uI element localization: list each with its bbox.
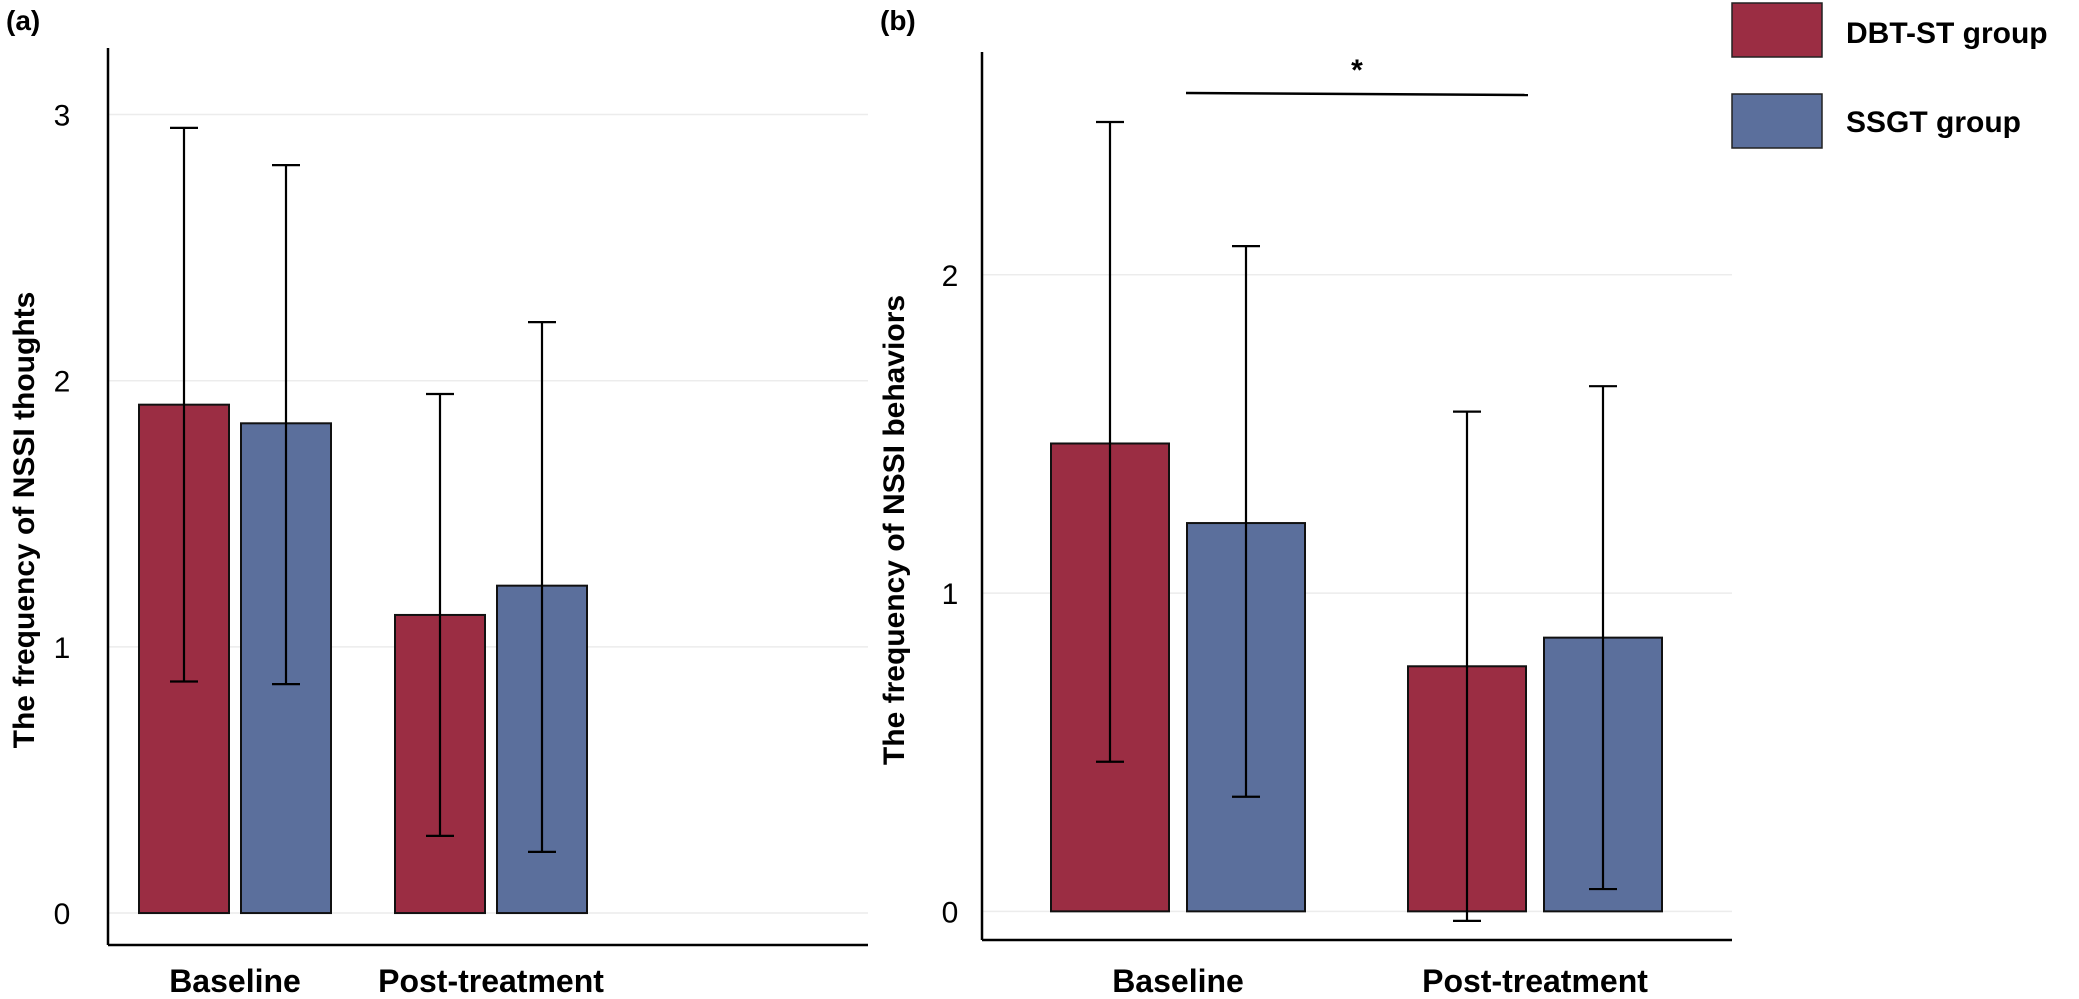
x-category-label-a: Post-treatment [378,963,604,999]
legend-swatch-dbt-st [1731,2,1823,58]
legend-label-ssgt: SSGT group [1846,106,2021,139]
y-tick-label: 0 [54,898,71,931]
legend: DBT-ST group SSGT group [1731,2,2048,149]
significance-bracket [1185,91,1529,97]
legend-swatch-ssgt [1731,93,1823,149]
y-tick-labels-b: 0 1 2 [942,260,959,930]
significance-star: * [1351,54,1363,87]
y-tick-label: 2 [942,260,959,293]
x-category-label-b: Baseline [1112,963,1244,999]
error-bars-a [170,126,556,853]
y-tick-label: 0 [942,896,959,929]
y-axis-title-a: The frequency of NSSI thoughts [8,292,41,749]
chart-panel-b: (b) 0 1 2 Baseline Post-treatment The frequ… [878,5,1732,999]
y-axis-title-b: The frequency of NSSI behaviors [878,295,911,765]
error-bars-b [1096,120,1617,923]
panel-label-b: (b) [880,5,916,36]
x-category-labels-a: Baseline Post-treatment [169,963,604,999]
x-category-label-a: Baseline [169,963,301,999]
y-tick-label: 1 [54,632,71,665]
legend-label-dbt-st: DBT-ST group [1846,17,2048,50]
bars-b [1050,442,1663,913]
chart-panel-a: (a) 0 1 2 3 Baseline Post-treatment The freq… [6,5,868,999]
gridlines-a [108,113,868,914]
y-tick-label: 2 [54,366,71,399]
y-tick-labels-a: 0 1 2 3 [54,100,71,932]
bars-a [138,403,588,915]
y-tick-label: 1 [942,578,959,611]
x-category-labels-b: Baseline Post-treatment [1112,963,1648,999]
y-tick-label: 3 [54,100,71,133]
x-category-label-b: Post-treatment [1422,963,1648,999]
panel-label-a: (a) [6,5,40,36]
